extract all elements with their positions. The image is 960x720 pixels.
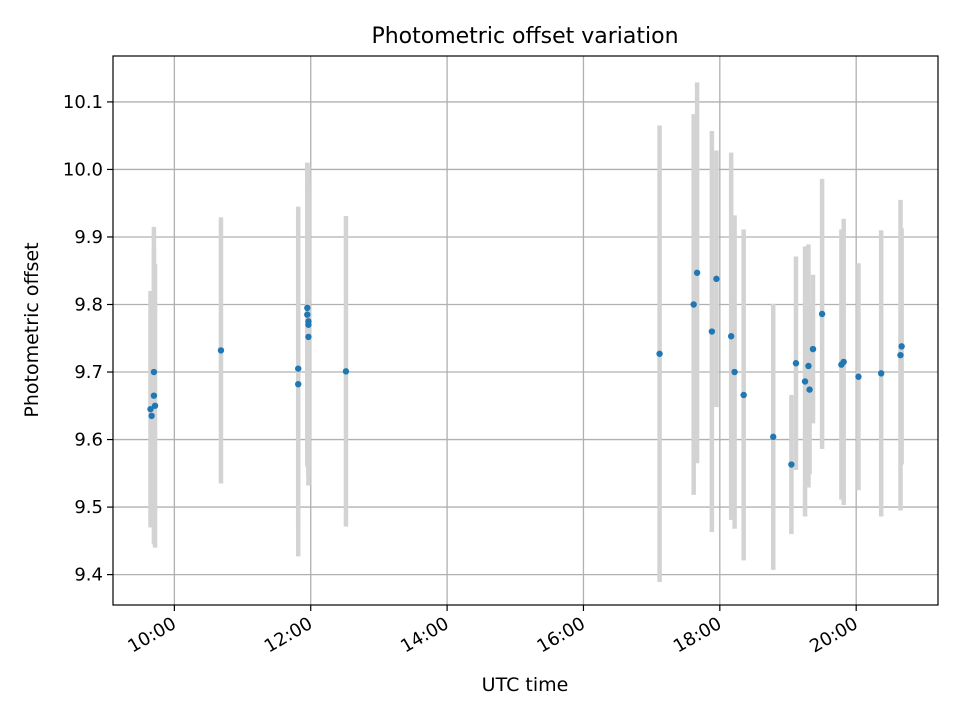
data-point (690, 301, 697, 308)
y-tick-label: 10.1 (63, 92, 103, 113)
data-point (805, 362, 812, 370)
plot-frame (112, 55, 939, 606)
data-points (147, 269, 905, 468)
data-point (897, 351, 904, 359)
data-point (727, 333, 735, 340)
data-point (151, 402, 159, 409)
data-point (304, 304, 311, 312)
y-axis-ticks: 9.4 9.5 9.6 9.7 9.8 9.9 10.0 10.1 (63, 92, 113, 586)
data-point (150, 368, 158, 376)
data-point (740, 391, 747, 399)
data-point (713, 275, 720, 283)
grid (113, 56, 938, 605)
data-point (305, 333, 312, 341)
data-point (818, 310, 826, 318)
data-point (295, 380, 302, 388)
y-tick-label: 9.4 (74, 565, 103, 586)
chart-title: Photometric offset variation (371, 24, 678, 49)
data-point (656, 350, 663, 357)
y-tick-label: 10.0 (63, 159, 103, 180)
y-tick-label: 9.7 (74, 362, 103, 383)
data-point (148, 412, 155, 420)
data-point (801, 378, 809, 385)
data-point (305, 321, 312, 328)
y-tick-label: 9.5 (74, 497, 103, 518)
data-point (809, 345, 817, 353)
data-point (217, 347, 225, 354)
data-point (693, 269, 701, 276)
data-point (342, 368, 350, 375)
data-point (150, 392, 158, 399)
data-point (792, 360, 800, 367)
x-axis-label: UTC time (482, 674, 569, 696)
data-point (877, 370, 885, 377)
data-point (147, 405, 154, 413)
data-point (788, 461, 795, 468)
data-point (770, 433, 777, 441)
data-point (295, 365, 302, 372)
data-point (840, 358, 847, 366)
y-axis-label: Photometric offset (21, 242, 43, 417)
data-point (898, 343, 905, 350)
y-tick-label: 9.8 (74, 295, 103, 316)
data-point (731, 368, 738, 376)
data-point (708, 328, 716, 335)
y-tick-label: 9.9 (74, 227, 103, 248)
data-point (855, 373, 862, 380)
y-tick-label: 9.6 (74, 430, 103, 451)
data-point (304, 311, 311, 318)
data-point (806, 386, 813, 393)
